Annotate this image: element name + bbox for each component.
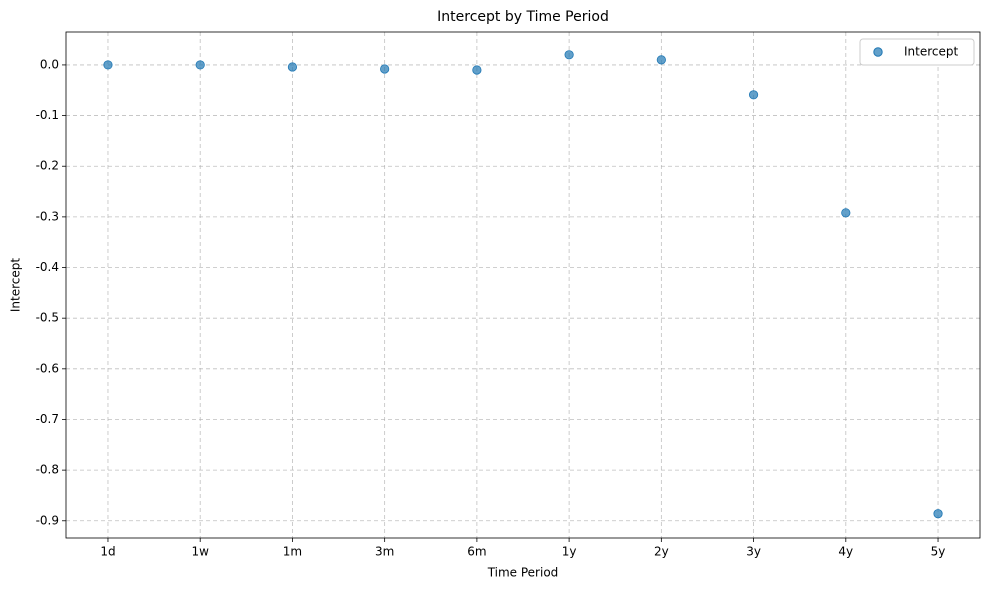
x-axis-label: Time Period: [487, 566, 559, 580]
point: [103, 60, 113, 70]
x-tick-label: 1y: [562, 545, 577, 559]
plot-frame: [65, 31, 981, 539]
x-tick-label: 1d: [100, 545, 115, 559]
y-tick-label: -0.1: [36, 108, 59, 122]
point: [748, 90, 759, 100]
point: [564, 50, 574, 60]
x-tick-label: 2y: [654, 545, 669, 559]
y-tick-label: -0.9: [36, 513, 59, 527]
y-tick-label: -0.6: [36, 361, 59, 375]
y-tick-label: 0.0: [40, 57, 59, 71]
x-tick-label: 1w: [191, 545, 209, 559]
legend-label: Intercept: [904, 45, 959, 59]
y-tick-label: -0.8: [36, 463, 59, 477]
x-tick-label: 3y: [746, 545, 761, 559]
point: [933, 509, 943, 519]
point: [841, 208, 851, 218]
legend-box: [859, 38, 975, 66]
point: [380, 64, 390, 74]
y-tick-label: -0.7: [36, 412, 59, 426]
x-tick-label: 5y: [931, 545, 946, 559]
point: [195, 60, 205, 70]
y-tick-label: -0.4: [36, 260, 59, 274]
point: [287, 62, 298, 72]
x-tick-label: 3m: [375, 545, 394, 559]
point: [472, 65, 482, 75]
y-tick-label: -0.3: [36, 209, 59, 223]
point: [656, 55, 666, 65]
x-tick-label: 6m: [467, 545, 486, 559]
chart-title: Intercept by Time Period: [437, 9, 609, 25]
y-axis-label: Intercept: [9, 258, 23, 313]
legend-marker: [873, 47, 883, 57]
y-tick-label: -0.5: [36, 311, 59, 325]
y-tick-label: -0.2: [36, 159, 59, 173]
x-tick-label: 1m: [283, 545, 302, 559]
x-tick-label: 4y: [838, 545, 853, 559]
